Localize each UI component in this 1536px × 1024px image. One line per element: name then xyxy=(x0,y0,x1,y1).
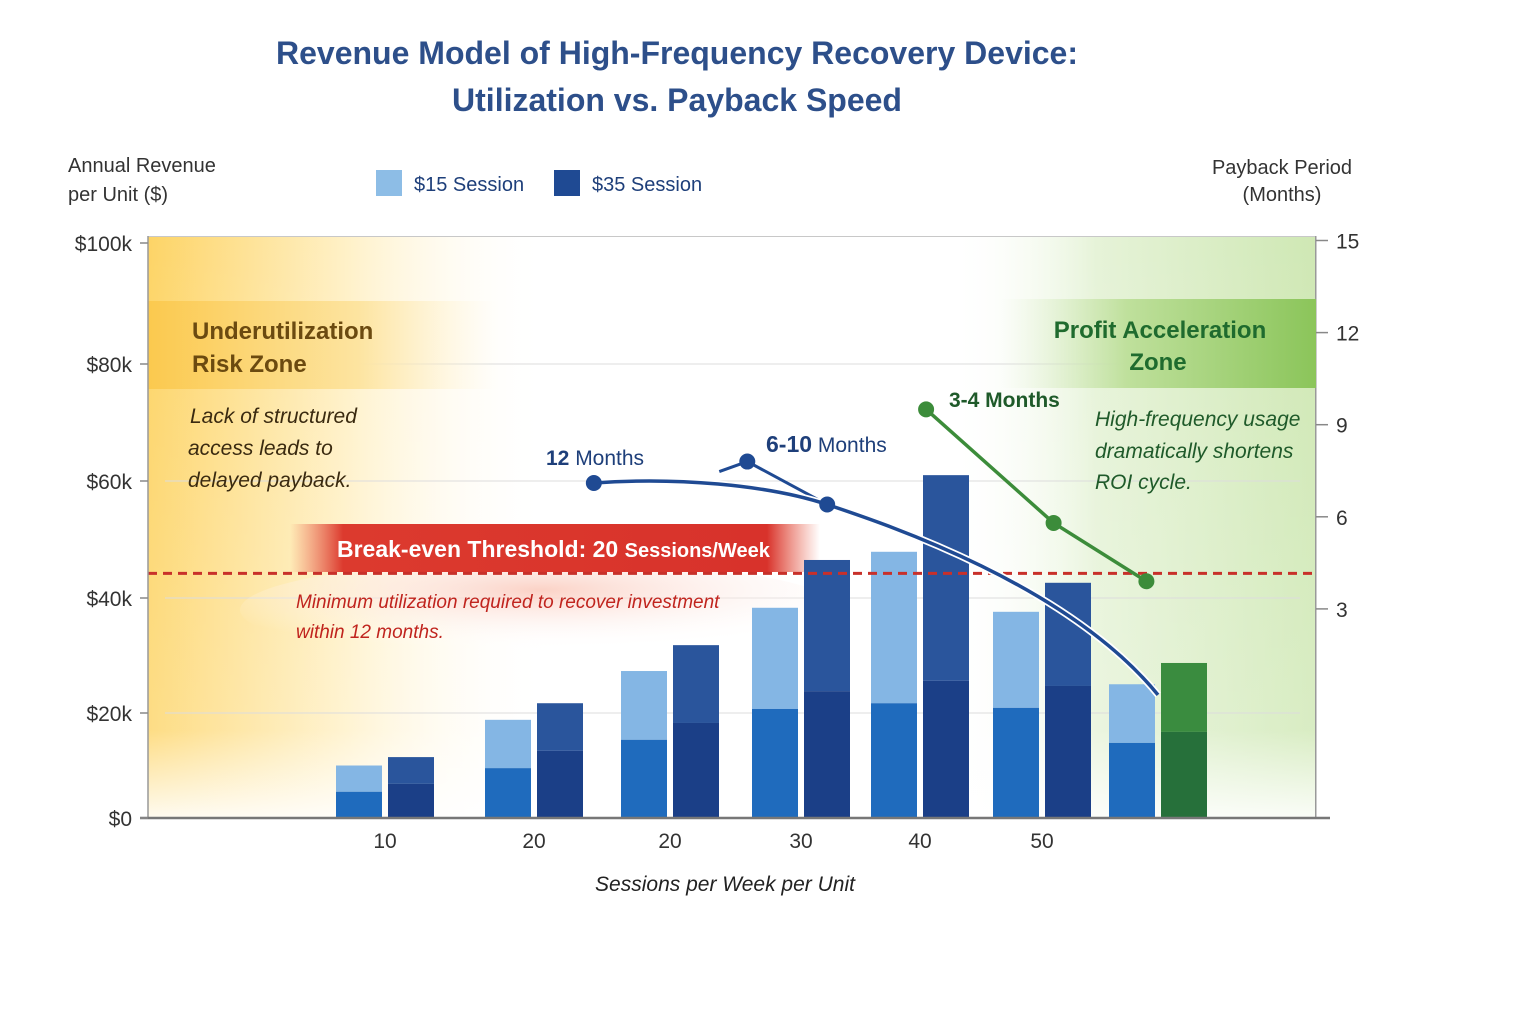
bar-15-lower xyxy=(993,707,1039,818)
bar-15-lower xyxy=(621,739,667,818)
bar-15-lower xyxy=(1109,742,1155,818)
y2-tick-label: 6 xyxy=(1336,507,1348,530)
bar-35-upper xyxy=(1045,582,1091,686)
y-tick-label: $0 xyxy=(109,808,132,831)
y-tick-label: $100k xyxy=(75,233,133,256)
bar-15-lower xyxy=(752,708,798,818)
y2-axis-ticks: 15 12 9 6 3 xyxy=(1316,231,1359,622)
annotation-12-months: 12 Months xyxy=(546,447,644,470)
break-even-note-1: Minimum utilization required to recover … xyxy=(296,592,720,613)
legend-label-15: $15 Session xyxy=(414,174,524,196)
y2-axis-title-line1: Payback Period xyxy=(1212,157,1352,179)
bar-35-lower xyxy=(673,722,719,818)
annotation-12-num: 12 xyxy=(546,447,569,470)
chart-title-line1: Revenue Model of High-Frequency Recovery… xyxy=(276,35,1078,71)
break-even-label: Break-even Threshold: 20 Sessions/Week xyxy=(337,536,771,562)
y-tick-label: $20k xyxy=(86,703,132,726)
profit-note-3: ROI cycle. xyxy=(1095,471,1192,494)
legend: $15 Session $35 Session xyxy=(376,170,702,196)
break-even-label-unit: Sessions/Week xyxy=(625,540,771,562)
payback-point xyxy=(918,401,935,418)
payback-point xyxy=(585,475,602,492)
annotation-3-4-months: 3-4 Months xyxy=(949,389,1060,412)
annotation-6-10-months: 6-10 Months xyxy=(766,431,887,457)
x-tick-label: 10 xyxy=(373,830,396,853)
y2-tick-label: 9 xyxy=(1336,415,1348,438)
legend-label-35: $35 Session xyxy=(592,174,702,196)
payback-point xyxy=(819,496,836,513)
bar-35-upper xyxy=(923,475,969,681)
y2-tick-label: 12 xyxy=(1336,323,1359,346)
chart-title-line2: Utilization vs. Payback Speed xyxy=(452,82,902,118)
profit-note-1: High-frequency usage xyxy=(1095,408,1300,431)
bar-35-upper xyxy=(537,703,583,751)
bar-15-lower xyxy=(485,768,531,818)
profit-zone-title-2: Zone xyxy=(1129,349,1186,376)
legend-swatch-35 xyxy=(554,170,580,196)
payback-point xyxy=(1138,573,1155,590)
bar-15-lower xyxy=(336,791,382,818)
payback-point xyxy=(739,453,756,470)
bar-15-upper xyxy=(871,551,917,704)
x-tick-label: 30 xyxy=(789,830,812,853)
bar-35-lower xyxy=(537,750,583,818)
bar-15-lower xyxy=(871,703,917,818)
bar-15-upper xyxy=(1109,684,1155,743)
profit-zone-title-1: Profit Acceleration xyxy=(1054,317,1267,344)
annotation-6-10-unit: Months xyxy=(812,434,887,457)
bar-35-lower xyxy=(923,680,969,818)
y-tick-label: $60k xyxy=(86,471,132,494)
bar-15-upper xyxy=(752,607,798,709)
break-even-glow xyxy=(240,560,840,660)
underutilization-note-3: delayed payback. xyxy=(188,469,351,492)
x-axis-ticks: 10 20 20 30 40 50 xyxy=(373,830,1053,853)
payback-lines xyxy=(585,401,1161,698)
underutilization-zone-title-2: Risk Zone xyxy=(192,351,307,378)
underutilization-zone-title-1: Underutilization xyxy=(192,318,373,345)
bar-35-upper xyxy=(673,645,719,723)
bar-15-upper xyxy=(993,611,1039,708)
y2-tick-label: 15 xyxy=(1336,231,1359,254)
annotation-6-10-num: 6-10 xyxy=(766,431,812,457)
x-axis-title: Sessions per Week per Unit xyxy=(595,873,856,896)
bar-35-lower xyxy=(1161,731,1207,818)
bar-15-upper xyxy=(621,671,667,740)
annotation-12-unit: Months xyxy=(569,447,644,470)
y-tick-label: $40k xyxy=(86,588,132,611)
y-axis-ticks: $100k $80k $60k $40k $20k $0 xyxy=(75,233,148,831)
bar-15-upper xyxy=(336,765,382,792)
underutilization-zone-band xyxy=(148,301,498,389)
underutilization-note-1: Lack of structured xyxy=(190,405,358,428)
break-even-note-2: within 12 months. xyxy=(296,622,444,643)
y-tick-label: $80k xyxy=(86,354,132,377)
payback-line-blue xyxy=(593,479,1160,696)
bar-35-lower xyxy=(388,783,434,818)
x-tick-label: 20 xyxy=(522,830,545,853)
y2-tick-label: 3 xyxy=(1336,599,1348,622)
bar-15-upper xyxy=(485,719,531,769)
x-tick-label: 20 xyxy=(658,830,681,853)
underutilization-note-2: access leads to xyxy=(188,437,333,460)
break-even-banner xyxy=(290,524,820,572)
bar-35-lower xyxy=(804,691,850,818)
bar-35-upper xyxy=(1161,662,1207,732)
bars xyxy=(336,475,1207,818)
profit-note-2: dramatically shortens xyxy=(1095,440,1294,463)
y-axis-title-line1: Annual Revenue xyxy=(68,155,216,177)
bar-35-upper xyxy=(804,559,850,692)
x-tick-label: 50 xyxy=(1030,830,1053,853)
break-even-label-main: Break-even Threshold: 20 xyxy=(337,536,625,562)
y-axis-title-line2: per Unit ($) xyxy=(68,184,168,206)
profit-zone-band xyxy=(1000,299,1316,388)
x-tick-label: 40 xyxy=(908,830,931,853)
bar-35-upper xyxy=(388,757,434,784)
legend-swatch-15 xyxy=(376,170,402,196)
bar-35-lower xyxy=(1045,685,1091,818)
payback-point xyxy=(1045,514,1062,531)
y2-axis-title-line2: (Months) xyxy=(1243,184,1322,206)
